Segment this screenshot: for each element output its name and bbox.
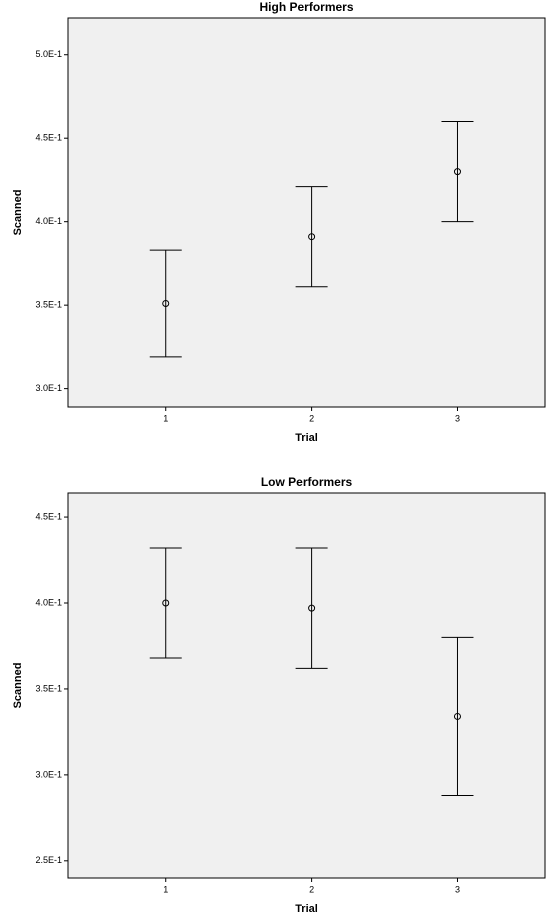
error-bar — [441, 121, 474, 223]
x-tick-label: 1 — [163, 884, 168, 894]
y-tick-label: 5.0E-1 — [35, 49, 62, 59]
x-tick-label: 2 — [309, 413, 314, 423]
plot-area — [67, 17, 546, 408]
error-bar — [149, 547, 182, 659]
mean-point — [308, 604, 316, 612]
y-tick-label: 4.5E-1 — [35, 511, 62, 521]
x-tick-label: 3 — [455, 884, 460, 894]
error-bar — [295, 547, 328, 669]
y-tick-label: 3.0E-1 — [35, 769, 62, 779]
mean-point — [162, 299, 170, 307]
error-bar — [295, 186, 328, 288]
y-tick-label: 4.0E-1 — [35, 597, 62, 607]
x-axis-label: Trial — [295, 903, 318, 915]
y-tick-label: 3.5E-1 — [35, 300, 62, 310]
mean-point — [308, 233, 316, 241]
y-tick-label: 4.5E-1 — [35, 133, 62, 143]
y-tick-label: 3.5E-1 — [35, 683, 62, 693]
error-bar — [149, 249, 182, 358]
chart-title: High Performers — [259, 0, 353, 14]
mean-point — [453, 712, 461, 720]
plot-area — [67, 492, 546, 879]
mean-point — [453, 168, 461, 176]
x-tick-label: 2 — [309, 884, 314, 894]
x-tick-label: 3 — [455, 413, 460, 423]
x-tick-label: 1 — [163, 413, 168, 423]
y-axis-label: Scanned — [12, 663, 24, 709]
y-tick-label: 2.5E-1 — [35, 855, 62, 865]
mean-point — [162, 599, 170, 607]
y-tick-label: 3.0E-1 — [35, 383, 62, 393]
chart-title: Low Performers — [261, 475, 353, 489]
y-axis-label: Scanned — [12, 190, 24, 236]
x-axis-label: Trial — [295, 432, 318, 444]
error-bar — [441, 636, 474, 796]
y-tick-label: 4.0E-1 — [35, 216, 62, 226]
